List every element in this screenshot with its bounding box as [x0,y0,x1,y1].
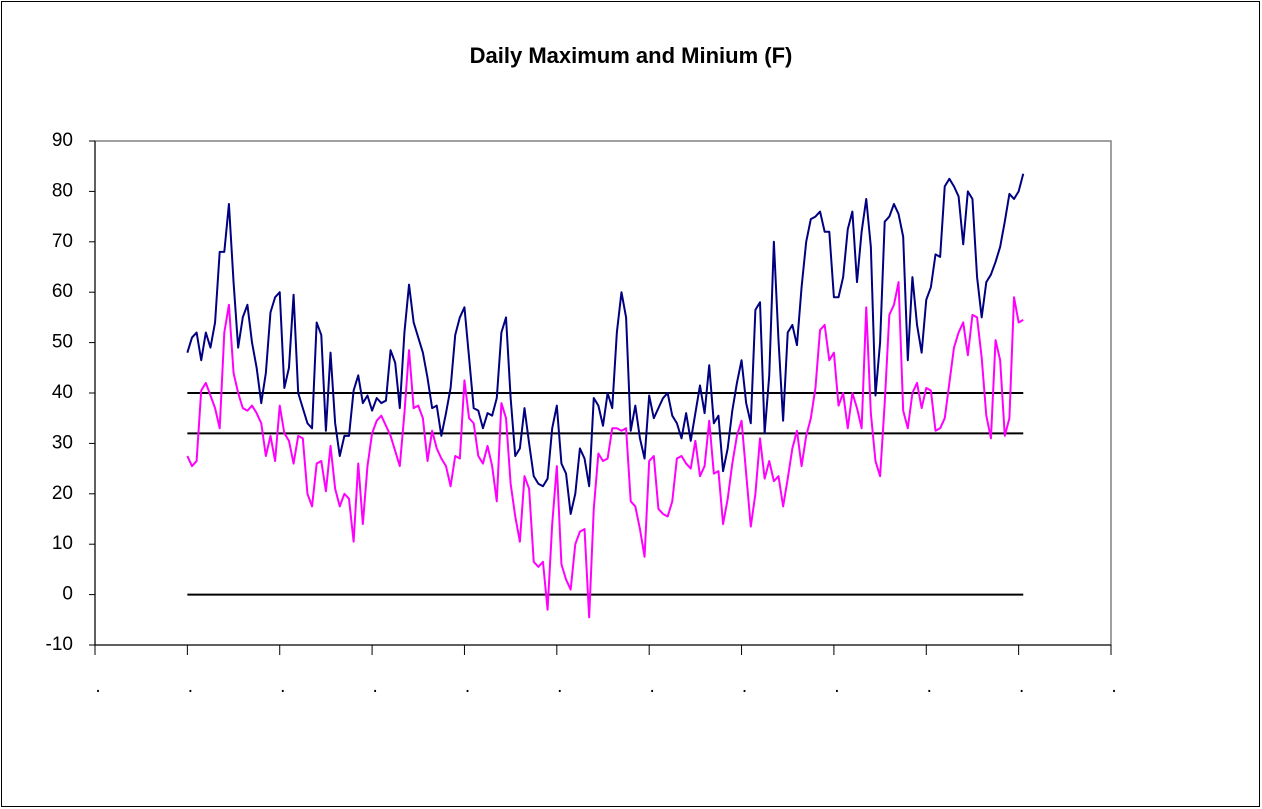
series-line [186,281,1024,619]
x-tick-label: . [557,676,562,697]
x-tick-label: . [372,676,377,697]
y-tick-label: 70 [52,231,73,252]
y-tick-label: 10 [52,533,73,554]
chart-title: Daily Maximum and Minium (F) [470,43,793,68]
y-tick-label: 90 [52,130,73,151]
y-tick-label: 30 [52,432,73,453]
x-tick-label: . [742,676,747,697]
y-tick-label: 60 [52,281,73,302]
x-tick-label: . [1111,676,1116,697]
y-tick-label: 40 [52,382,73,403]
x-tick-label: . [834,676,839,697]
x-tick-label: . [1019,676,1024,697]
y-tick-label: 20 [52,483,73,504]
x-tick-label: . [188,676,193,697]
x-tick-label: . [927,676,932,697]
y-tick-label: 0 [62,584,73,605]
x-tick-label: . [280,676,285,697]
x-tick-label: . [465,676,470,697]
y-tick-label: 50 [52,332,73,353]
series-line [186,173,1025,515]
x-tick-label: . [95,676,100,697]
x-tick-label: . [650,676,655,697]
y-tick-label: -10 [46,634,73,655]
y-tick-label: 80 [52,180,73,201]
